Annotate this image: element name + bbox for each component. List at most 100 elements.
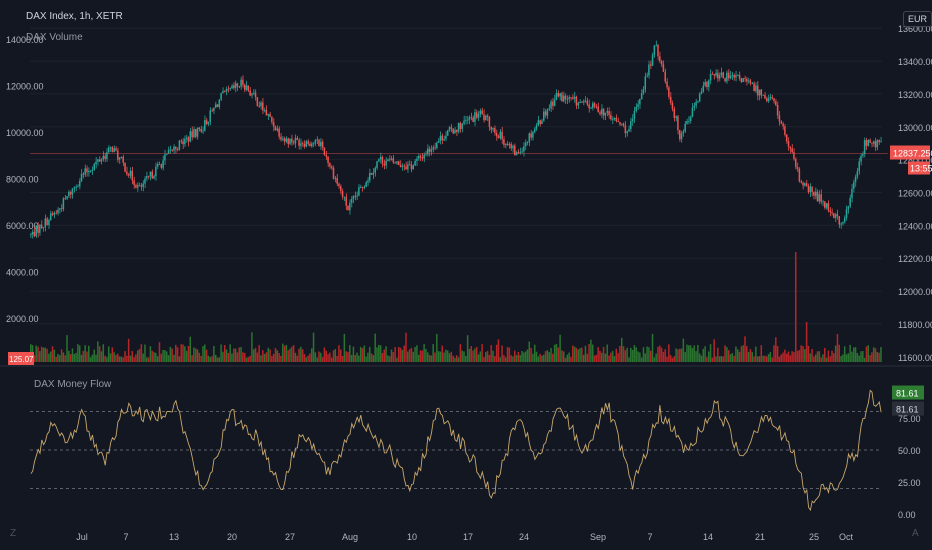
auto-scale-icon[interactable]: A [912,528,919,539]
volume-bar [871,352,873,362]
candle [796,166,799,169]
candle [673,109,676,118]
volume-bar [136,350,139,362]
price-tick-label: 13000.00 [898,123,932,133]
candle [825,203,828,208]
candle [463,120,465,124]
volume-bar [59,355,61,362]
volume-bar [653,357,656,362]
volume-bar [370,353,373,362]
candle [595,106,598,108]
volume-last-label: 125.07 [9,355,34,364]
candle [457,122,460,132]
candle [731,74,734,76]
candle [417,156,420,159]
candle [149,171,152,177]
candle [771,97,773,99]
volume-bar [301,349,304,362]
candle [95,161,97,165]
volume-bar [727,350,730,362]
volume-bar [823,347,826,362]
candle [581,101,583,103]
volume-bar [222,351,224,362]
candle [147,176,150,177]
last-price-badge [890,145,930,160]
candle [878,140,880,143]
volume-bar [561,350,563,362]
volume-bar [668,344,670,362]
candle [325,154,327,157]
candle [383,163,386,166]
volume-bar [272,353,275,362]
candle [659,56,661,62]
candle [577,102,579,106]
volume-tick-label: 10000.00 [6,128,44,138]
volume-bar [843,346,846,362]
candle [546,109,549,116]
volume-bar [827,350,830,362]
volume-bar [869,355,871,362]
volume-bar [120,356,123,362]
price-tick-label: 13200.00 [898,90,932,100]
volume-bar [863,357,866,362]
volume-bar [800,345,802,362]
volume-bar [867,345,870,362]
candle [727,72,730,79]
volume-bar [318,351,320,362]
candle [396,161,398,164]
volume-bar [307,355,309,362]
volume-bar [361,348,364,362]
volume-bar [209,357,211,362]
candle [53,212,56,215]
volume-bar [718,356,721,362]
candle [75,186,77,188]
candle [390,158,393,160]
candle [852,182,855,189]
volume-bar [53,349,56,362]
volume-bar [312,332,315,362]
x-tick-label: 7 [123,532,128,542]
zoom-icon[interactable]: Z [10,528,17,539]
volume-bar [575,347,578,362]
volume-bar [673,356,676,362]
candle [425,154,427,156]
volume-bar [182,344,184,362]
volume-bar [405,332,407,362]
volume-bar [735,346,737,362]
volume-bar [397,346,400,362]
candle [338,183,340,187]
volume-bar [218,357,221,362]
volume-bar [579,348,581,362]
volume-bar [33,355,36,362]
volume-bar [452,355,454,362]
volume-bar [780,354,782,362]
candle [813,192,815,196]
volume-bar [802,346,804,362]
candle [169,149,172,151]
candle [526,142,529,144]
volume-bar [878,352,880,362]
candle [260,102,262,107]
candle [434,147,436,149]
candle [504,143,507,145]
candle [867,139,870,146]
currency-button[interactable]: EUR [903,11,932,27]
volume-bar [39,351,41,362]
candle [820,194,822,202]
volume-tick-label: 14000.00 [6,35,44,45]
volume-bar [140,344,143,362]
candle [341,191,344,197]
volume-bar [842,354,844,362]
volume-bar [490,345,492,362]
volume-bar [214,354,217,362]
volume-bar [44,347,47,362]
volume-bar [711,357,714,362]
x-tick-label: 10 [407,532,417,542]
volume-bar [419,350,422,362]
candle [740,78,743,83]
candle [220,93,222,100]
volume-bar [483,357,485,362]
volume-bar [851,351,853,362]
candle [610,115,612,120]
